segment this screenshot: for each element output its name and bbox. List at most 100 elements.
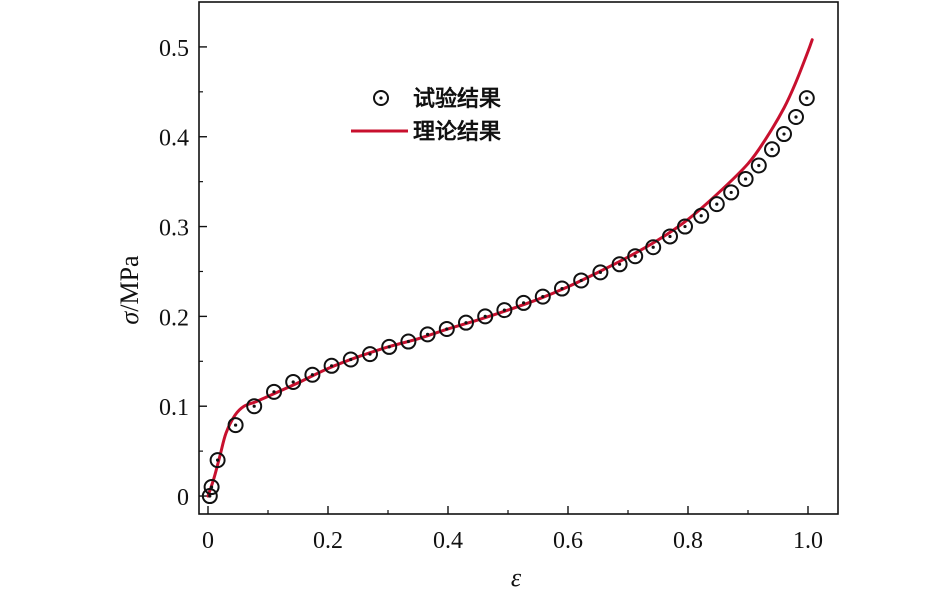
data-point	[362, 346, 378, 363]
data-point	[534, 288, 551, 305]
data-point	[693, 207, 710, 224]
data-point-dot	[782, 132, 786, 136]
data-point-dot	[502, 308, 506, 312]
data-point	[708, 196, 725, 213]
data-point-dot	[330, 364, 334, 368]
x-tick-label: 1.0	[793, 528, 823, 554]
x-tick-label: 0.4	[433, 528, 463, 554]
data-point-dot	[757, 163, 761, 168]
plot-frame	[198, 1, 839, 515]
data-point	[285, 373, 302, 390]
data-point-dot	[387, 345, 391, 349]
data-point	[323, 357, 340, 374]
x-axis-title: ε	[511, 563, 522, 591]
legend: 试验结果 理论结果	[351, 86, 501, 145]
data-point	[737, 170, 754, 187]
x-axis-ticks: 0 0.2 0.4 0.6 0.8 1.0	[202, 506, 823, 554]
data-point	[400, 333, 417, 350]
x-tick-label: 0.6	[553, 528, 583, 554]
x-tick-label: 0.2	[313, 528, 343, 554]
legend-marker-experiment-dot	[379, 96, 383, 100]
data-point	[438, 320, 455, 337]
data-point	[477, 308, 494, 325]
data-point	[723, 184, 740, 201]
data-point	[750, 157, 767, 174]
data-point-dot	[699, 214, 703, 218]
data-point-dot	[522, 301, 526, 305]
data-point	[788, 108, 804, 125]
y-tick-label: 0	[177, 485, 189, 511]
data-point-dot	[618, 262, 622, 266]
data-point-dot	[729, 190, 733, 195]
y-tick-label: 0.2	[159, 305, 189, 331]
data-point-dot	[805, 96, 809, 100]
data-point-dot	[216, 458, 220, 462]
data-point	[342, 351, 359, 368]
data-point	[764, 141, 780, 158]
data-point-dot	[210, 485, 214, 489]
data-point	[381, 338, 398, 355]
data-point	[554, 280, 570, 297]
data-point-dot	[208, 494, 212, 498]
legend-label-theory: 理论结果	[413, 119, 501, 145]
data-point-dot	[560, 286, 564, 291]
data-point-dot	[445, 327, 449, 331]
data-point	[203, 479, 220, 496]
data-point-dot	[272, 390, 276, 394]
data-point-dot	[464, 321, 468, 325]
y-tick-label: 0.5	[159, 36, 189, 62]
y-axis-ticks: 0 0.1 0.2 0.3 0.4 0.5	[159, 36, 207, 511]
data-point-dot	[744, 177, 748, 181]
data-point-dot	[291, 380, 295, 384]
data-point-dot	[252, 404, 256, 408]
data-point	[627, 248, 644, 265]
data-point	[304, 366, 321, 383]
data-point	[662, 228, 678, 245]
theory-curve	[206, 38, 814, 498]
y-tick-label: 0.3	[159, 216, 189, 242]
data-point	[573, 272, 590, 289]
data-point-dot	[683, 224, 687, 229]
data-point-dot	[598, 270, 603, 274]
data-point	[201, 488, 218, 505]
data-point-dot	[234, 423, 238, 427]
legend-label-experiment: 试验结果	[413, 86, 501, 112]
data-point-dot	[794, 115, 798, 119]
data-point-dot	[579, 278, 583, 283]
data-point	[209, 452, 226, 469]
data-point	[592, 264, 609, 281]
data-point-dot	[349, 357, 353, 362]
y-axis-title: σ/MPa	[115, 255, 144, 325]
data-point	[227, 417, 244, 434]
data-point-dot	[541, 295, 545, 299]
y-axis-unit: /MPa	[115, 255, 144, 312]
data-point	[611, 256, 628, 273]
data-point-dot	[668, 234, 672, 239]
x-tick-label: 0.8	[673, 528, 703, 554]
data-point	[677, 218, 693, 235]
data-point	[776, 126, 792, 143]
data-point	[458, 314, 474, 331]
data-point-dot	[368, 352, 372, 356]
experiment-markers	[201, 90, 815, 505]
y-axis-symbol: σ	[115, 311, 144, 325]
legend-marker-experiment	[373, 90, 389, 106]
data-point-dot	[633, 254, 637, 258]
data-point	[645, 239, 662, 256]
data-point	[515, 294, 532, 311]
data-point	[246, 398, 263, 415]
data-point	[496, 302, 513, 319]
data-point-dot	[310, 373, 314, 377]
data-point	[266, 383, 282, 400]
y-tick-label: 0.4	[159, 126, 189, 152]
data-point	[419, 326, 436, 343]
data-point	[798, 90, 815, 107]
data-point-dot	[426, 332, 430, 336]
data-point-dot	[770, 147, 774, 151]
data-point-dot	[406, 339, 410, 344]
data-point-dot	[483, 314, 487, 318]
x-tick-label: 0	[202, 528, 214, 554]
y-tick-label: 0.1	[159, 395, 189, 421]
data-point-dot	[715, 202, 719, 206]
